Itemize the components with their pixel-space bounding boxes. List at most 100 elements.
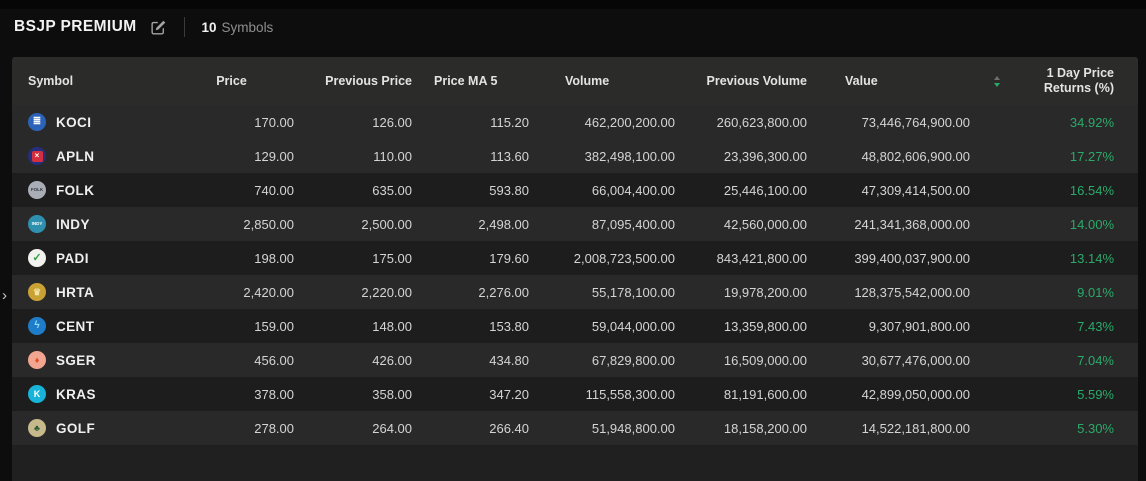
table-row[interactable]: INDY INDY 2,850.00 2,500.00 2,498.00 87,… (12, 207, 1138, 241)
sort-ascending-arrow-icon (994, 75, 1000, 80)
golf-logo-icon: ♣ (28, 419, 46, 437)
previous-volume-cell: 843,421,800.00 (716, 250, 807, 266)
volume-cell: 51,948,800.00 (591, 420, 675, 436)
panel-expand-chevron-icon[interactable]: › (2, 287, 7, 304)
price-ma5-cell: 179.60 (489, 250, 529, 266)
previous-volume-cell: 42,560,000.00 (723, 216, 807, 232)
edit-watchlist-button[interactable] (150, 19, 167, 36)
price-cell: 159.00 (254, 318, 294, 334)
previous-volume-cell: 25,446,100.00 (723, 182, 807, 198)
column-header-volume[interactable]: Volume (565, 73, 610, 88)
previous-price-cell: 175.00 (372, 250, 412, 266)
table-row[interactable]: × APLN 129.00 110.00 113.60 382,498,100.… (12, 139, 1138, 173)
table-header-row: Symbol Price Previous Price Price MA 5 V… (12, 57, 1138, 105)
previous-volume-cell: 23,396,300.00 (723, 148, 807, 164)
folk-logo-icon: FOLK (28, 181, 46, 199)
previous-volume-cell: 260,623,800.00 (716, 114, 807, 130)
symbol-ticker: KRAS (56, 386, 96, 402)
column-header-previous-price[interactable]: Previous Price (325, 73, 412, 88)
symbol-cell: ♦ SGER (12, 343, 177, 377)
table-row[interactable]: ϟ CENT 159.00 148.00 153.80 59,044,000.0… (12, 309, 1138, 343)
koci-logo-icon: ≣ (28, 113, 46, 131)
symbols-count-label: Symbols (221, 19, 274, 35)
returns-cell: 9.01% (1077, 284, 1114, 300)
returns-cell: 5.30% (1077, 420, 1114, 436)
previous-volume-cell: 16,509,000.00 (723, 352, 807, 368)
kras-logo-icon: K (28, 385, 46, 403)
symbol-ticker: KOCI (56, 114, 92, 130)
symbol-ticker: GOLF (56, 420, 96, 436)
price-cell: 456.00 (254, 352, 294, 368)
sort-icon[interactable] (994, 75, 1000, 87)
price-cell: 198.00 (254, 250, 294, 266)
value-cell: 9,307,901,800.00 (868, 318, 970, 334)
volume-cell: 55,178,100.00 (591, 284, 675, 300)
price-cell: 740.00 (254, 182, 294, 198)
symbol-cell: ♛ HRTA (12, 275, 177, 309)
returns-cell: 5.59% (1077, 386, 1114, 402)
column-header-value[interactable]: Value (845, 73, 878, 88)
previous-volume-cell: 81,191,600.00 (723, 386, 807, 402)
cent-logo-icon: ϟ (28, 317, 46, 335)
returns-cell: 17.27% (1069, 148, 1114, 164)
price-cell: 170.00 (254, 114, 294, 130)
symbol-ticker: APLN (56, 148, 95, 164)
volume-cell: 2,008,723,500.00 (573, 250, 675, 266)
table-row[interactable]: ≣ KOCI 170.00 126.00 115.20 462,200,200.… (12, 105, 1138, 139)
table-row[interactable]: ✓ PADI 198.00 175.00 179.60 2,008,723,50… (12, 241, 1138, 275)
previous-price-cell: 2,500.00 (361, 216, 412, 232)
previous-price-cell: 264.00 (372, 420, 412, 436)
previous-price-cell: 110.00 (373, 148, 412, 164)
value-cell: 128,375,542,000.00 (854, 284, 970, 300)
price-ma5-cell: 113.60 (490, 148, 529, 164)
volume-cell: 66,004,400.00 (591, 182, 675, 198)
value-cell: 48,802,606,900.00 (861, 148, 970, 164)
indy-logo-icon: INDY (28, 215, 46, 233)
apln-logo-icon: × (28, 147, 46, 165)
column-header-previous-volume[interactable]: Previous Volume (706, 73, 808, 88)
symbol-cell: ≣ KOCI (12, 105, 177, 139)
column-header-1-day-price-returns[interactable]: 1 Day Price Returns (%) (990, 57, 1138, 105)
hrta-logo-icon: ♛ (28, 283, 46, 301)
symbol-ticker: INDY (56, 216, 90, 232)
previous-volume-cell: 18,158,200.00 (723, 420, 807, 436)
price-cell: 278.00 (254, 420, 294, 436)
price-cell: 129.00 (254, 148, 294, 164)
column-header-price-ma5[interactable]: Price MA 5 (434, 73, 498, 88)
returns-cell: 13.14% (1069, 250, 1114, 266)
previous-price-cell: 635.00 (372, 182, 412, 198)
watchlist-title: BSJP PREMIUM (14, 18, 137, 35)
table-row[interactable]: FOLK FOLK 740.00 635.00 593.80 66,004,40… (12, 173, 1138, 207)
volume-cell: 382,498,100.00 (584, 148, 675, 164)
value-cell: 241,341,368,000.00 (854, 216, 970, 232)
volume-cell: 87,095,400.00 (591, 216, 675, 232)
table-row[interactable]: ♦ SGER 456.00 426.00 434.80 67,829,800.0… (12, 343, 1138, 377)
price-ma5-cell: 347.20 (489, 386, 529, 402)
column-header-price[interactable]: Price (216, 73, 247, 88)
watchlist-table-panel: Symbol Price Previous Price Price MA 5 V… (12, 57, 1138, 481)
symbol-cell: × APLN (12, 139, 177, 173)
watchlist-table: Symbol Price Previous Price Price MA 5 V… (12, 57, 1138, 445)
symbol-ticker: HRTA (56, 284, 95, 300)
table-row[interactable]: ♣ GOLF 278.00 264.00 266.40 51,948,800.0… (12, 411, 1138, 445)
watchlist-titlebar: BSJP PREMIUM 10 Symbols (14, 17, 273, 37)
symbol-cell: ♣ GOLF (12, 411, 177, 445)
price-cell: 2,420.00 (243, 284, 294, 300)
symbol-cell: K KRAS (12, 377, 177, 411)
sger-logo-icon: ♦ (28, 351, 46, 369)
value-cell: 30,677,476,000.00 (861, 352, 970, 368)
price-ma5-cell: 593.80 (489, 182, 529, 198)
padi-logo-icon: ✓ (28, 249, 46, 267)
previous-volume-cell: 13,359,800.00 (723, 318, 807, 334)
value-cell: 42,899,050,000.00 (861, 386, 970, 402)
table-row[interactable]: K KRAS 378.00 358.00 347.20 115,558,300.… (12, 377, 1138, 411)
previous-volume-cell: 19,978,200.00 (723, 284, 807, 300)
price-ma5-cell: 266.40 (489, 420, 529, 436)
previous-price-cell: 126.00 (372, 114, 412, 130)
volume-cell: 59,044,000.00 (591, 318, 675, 334)
symbol-cell: FOLK FOLK (12, 173, 177, 207)
column-header-symbol[interactable]: Symbol (28, 73, 74, 88)
table-row[interactable]: ♛ HRTA 2,420.00 2,220.00 2,276.00 55,178… (12, 275, 1138, 309)
edit-icon (150, 19, 167, 36)
symbol-ticker: SGER (56, 352, 96, 368)
